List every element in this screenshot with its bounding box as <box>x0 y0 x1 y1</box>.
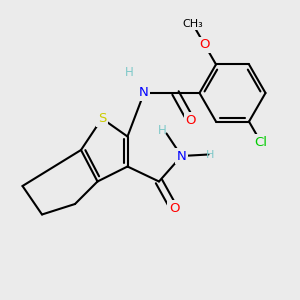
Text: O: O <box>200 38 210 51</box>
Text: S: S <box>98 112 106 125</box>
Text: CH₃: CH₃ <box>182 19 203 29</box>
Text: H: H <box>206 149 214 160</box>
Text: N: N <box>177 149 186 163</box>
Text: N: N <box>139 86 149 100</box>
Text: Cl: Cl <box>254 136 268 149</box>
Text: H: H <box>124 65 134 79</box>
Text: O: O <box>169 202 179 215</box>
Text: H: H <box>158 124 166 137</box>
Text: O: O <box>185 113 196 127</box>
